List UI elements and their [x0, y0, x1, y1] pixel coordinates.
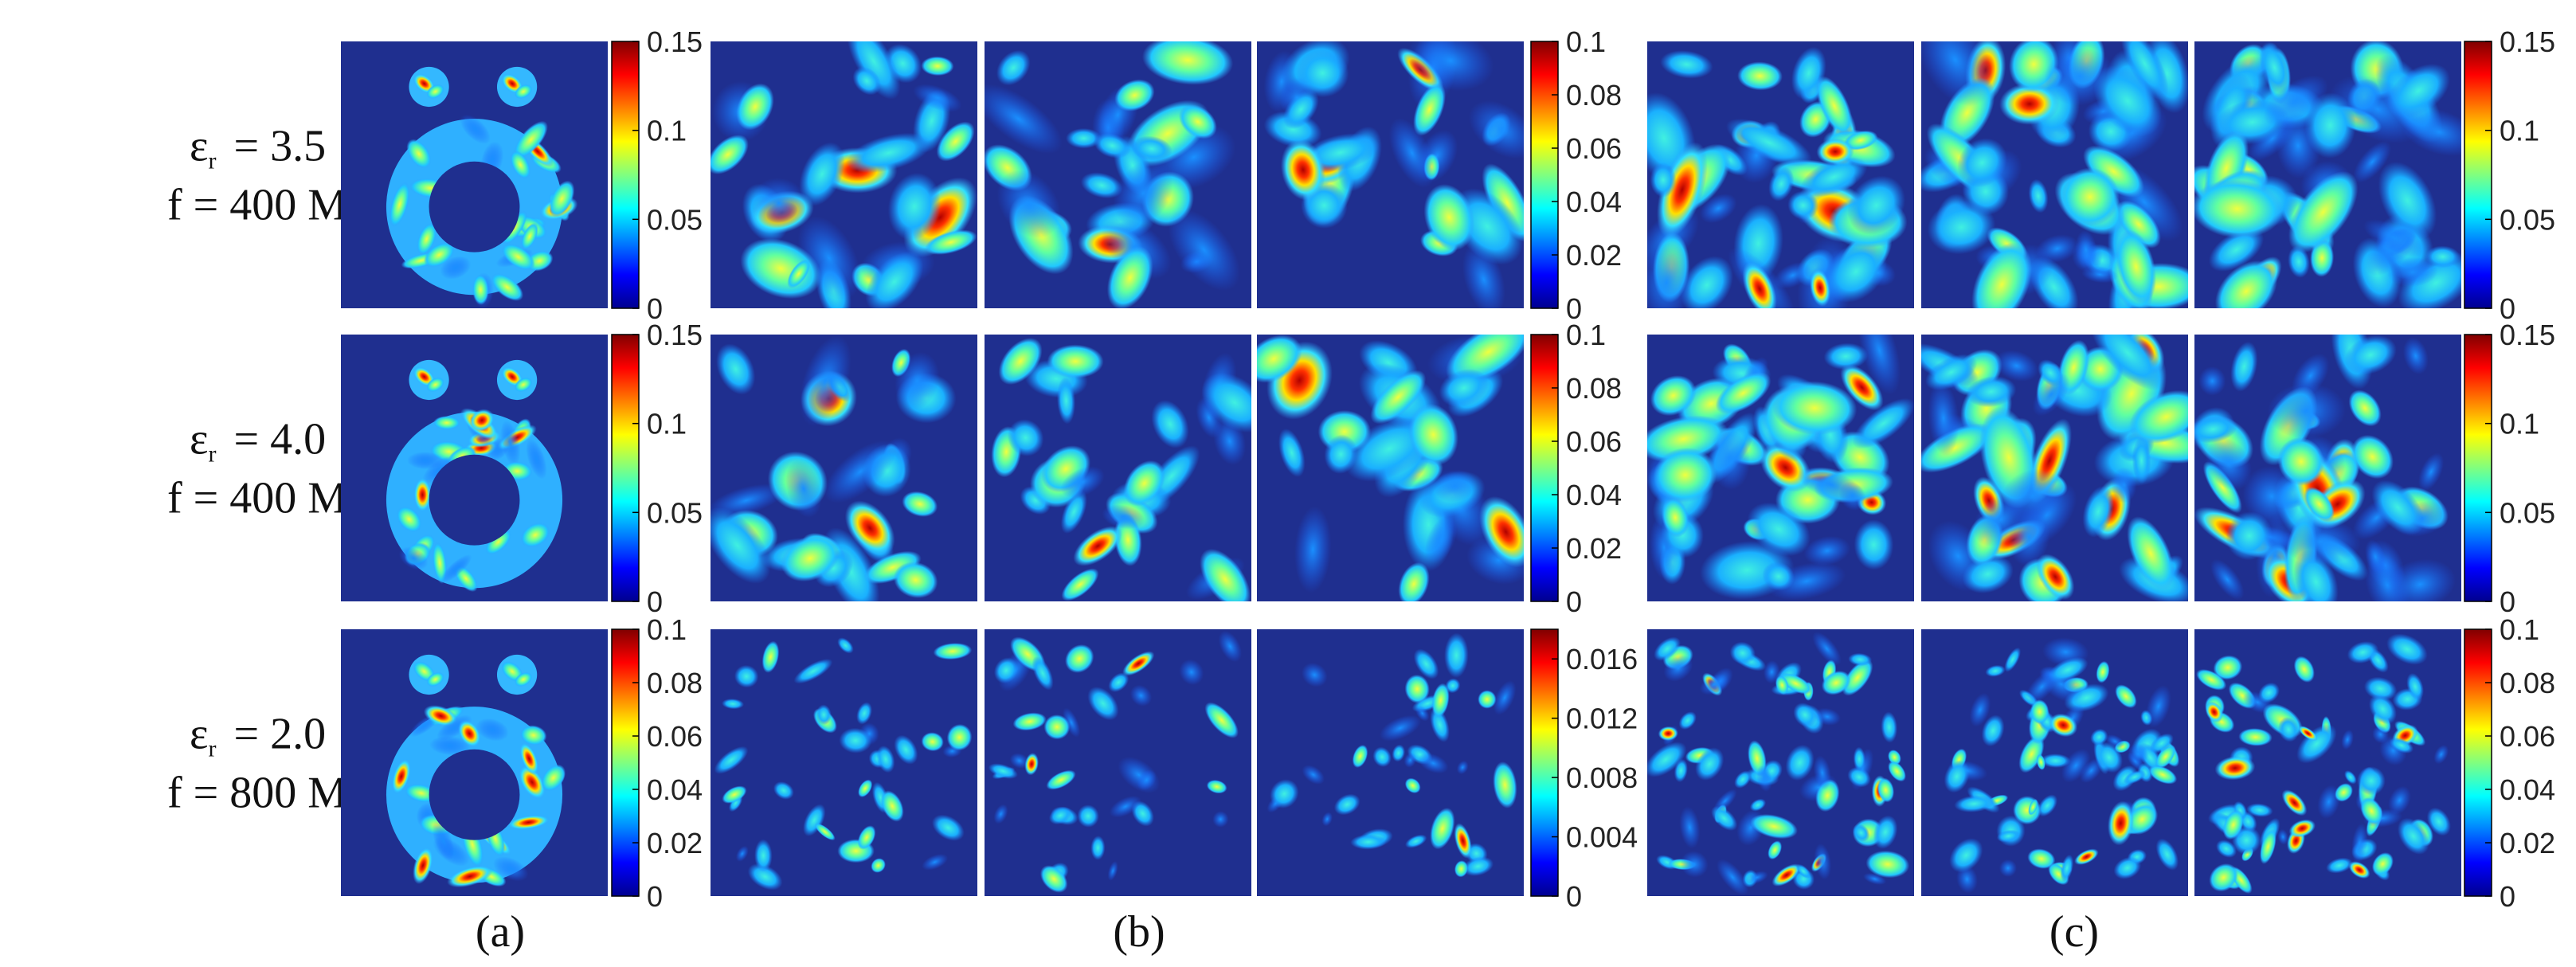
- colorbar: 0 0.02 0.04 0.06 0.08 0.1: [1530, 25, 1622, 325]
- colorbar-tick-label: 0.04: [1566, 186, 1622, 218]
- heatmap-panel-b-row3-1: [711, 629, 977, 896]
- colorbar-tick-label: 0.008: [1566, 761, 1638, 794]
- heatmap-panel-b-row3-3: [1257, 629, 1524, 896]
- heatmap-panel-c-row3-5: [1921, 629, 2188, 896]
- svg-text:εr = 2.0: εr = 2.0: [190, 710, 326, 762]
- heatmap-panel-c-row2-6: [2194, 335, 2461, 601]
- colorbar-tick-label: 0.04: [647, 773, 703, 806]
- heatmap-panel-c-row1-6: [2194, 41, 2461, 308]
- permittivity-symbol: ε: [190, 415, 209, 464]
- permittivity-value: = 4.0: [223, 415, 327, 464]
- colorbar-tick-label: 0.06: [1566, 132, 1622, 165]
- colorbar-tick-label: 0: [2500, 292, 2515, 325]
- colorbar-tick-label: 0.08: [647, 667, 703, 699]
- colorbar: 0 0.02 0.04 0.06 0.08 0.1: [611, 613, 703, 913]
- colorbar-tick-label: 0: [647, 585, 663, 618]
- colorbar-tick-label: 0.04: [1566, 479, 1622, 511]
- permittivity-symbol: ε: [190, 710, 209, 759]
- colorbar-tick-label: 0.15: [647, 25, 703, 58]
- permittivity-subscript: r: [209, 736, 217, 762]
- heatmap-panel-c-row2-4: [1647, 335, 1914, 601]
- colorbar-tick-label: 0.05: [2500, 496, 2555, 529]
- colorbar-tick-label: 0.04: [2500, 773, 2555, 806]
- heatmap-panel-b-row1-3: [1257, 41, 1524, 308]
- colorbar-tick-label: 0: [647, 292, 663, 325]
- colorbar-tick-label: 0.15: [647, 319, 703, 351]
- colorbar-tick-label: 0.08: [1566, 79, 1622, 112]
- heatmap-panel-c-row3-4: [1647, 629, 1914, 896]
- colorbar-tick-label: 0.016: [1566, 643, 1638, 675]
- svg-text:εr = 3.5: εr = 3.5: [190, 122, 326, 174]
- permittivity-subscript: r: [209, 148, 217, 174]
- colorbar-tick-label: 0.06: [647, 720, 703, 753]
- colorbar-tick-label: 0.1: [647, 115, 687, 147]
- colorbar-tick-label: 0.02: [647, 827, 703, 859]
- colorbar-tick-label: 0.02: [1566, 532, 1622, 565]
- colorbar-tick-label: 0.05: [2500, 203, 2555, 236]
- colorbar-tick-label: 0.1: [1566, 25, 1606, 58]
- colorbar-tick-label: 0.06: [2500, 720, 2555, 753]
- colorbar-tick-label: 0.05: [647, 496, 703, 529]
- colorbar-tick-label: 0.1: [2500, 115, 2539, 147]
- colorbar-tick-label: 0.1: [1566, 319, 1606, 351]
- colorbar: 0 0.05 0.1 0.15: [611, 319, 703, 618]
- heatmap-panel-b-row2-3: [1257, 335, 1524, 601]
- colorbar: 0 0.02 0.04 0.06 0.08 0.1: [1530, 319, 1622, 618]
- panel-label-a: (a): [476, 907, 525, 957]
- heatmap-panel-b-row1-1: [711, 41, 977, 308]
- colorbar-tick-label: 0.08: [1566, 372, 1622, 405]
- heatmap-panel-b-row2-2: [985, 335, 1251, 601]
- permittivity-symbol: ε: [190, 122, 209, 171]
- colorbar-tick-label: 0: [1566, 880, 1582, 913]
- colorbar: 0 0.05 0.1 0.15: [2464, 25, 2555, 325]
- svg-text:εr = 4.0: εr = 4.0: [190, 415, 326, 468]
- colorbar-tick-label: 0.06: [1566, 425, 1622, 458]
- colorbar: 0 0.05 0.1 0.15: [2464, 319, 2555, 618]
- colorbar-tick-label: 0: [1566, 585, 1582, 618]
- colorbar-tick-label: 0.05: [647, 203, 703, 236]
- panel-label-c: (c): [2049, 907, 2099, 957]
- colorbar: 0 0.05 0.1 0.15: [611, 25, 703, 325]
- heatmap-panel-a-row2-0: [341, 335, 608, 601]
- heatmap-panel-b-row2-1: [711, 335, 977, 601]
- colorbar-tick-label: 0.08: [2500, 667, 2555, 699]
- heatmap-panel-c-row1-5: [1921, 41, 2188, 308]
- permittivity-value: = 2.0: [223, 710, 327, 759]
- heatmap-panel-c-row1-4: [1647, 41, 1914, 308]
- permittivity-subscript: r: [209, 441, 217, 468]
- colorbar: 0 0.004 0.008 0.012 0.016: [1530, 628, 1638, 913]
- colorbar-tick-label: 0.15: [2500, 319, 2555, 351]
- colorbar: 0 0.02 0.04 0.06 0.08 0.1: [2464, 613, 2555, 913]
- colorbar-tick-label: 0: [1566, 292, 1582, 325]
- colorbar-tick-label: 0: [2500, 880, 2515, 913]
- colorbar-tick-label: 0.012: [1566, 703, 1638, 735]
- heatmap-panel-c-row3-6: [2194, 629, 2461, 896]
- colorbar-tick-label: 0.1: [647, 408, 687, 440]
- heatmap-panel-a-row1-0: [341, 41, 608, 309]
- heatmap-panel-a-row3-0: [341, 629, 608, 896]
- colorbar-tick-label: 0.004: [1566, 821, 1638, 854]
- colorbar-tick-label: 0: [647, 880, 663, 913]
- colorbar-tick-label: 0.1: [647, 613, 687, 646]
- panel-label-b: (b): [1113, 907, 1165, 957]
- heatmap-panel-c-row2-5: [1921, 335, 2188, 601]
- colorbar-tick-label: 0.1: [2500, 408, 2539, 440]
- colorbar-tick-label: 0.15: [2500, 25, 2555, 58]
- colorbar-tick-label: 0: [2500, 585, 2515, 618]
- colorbar-tick-label: 0.1: [2500, 613, 2539, 646]
- colorbar-tick-label: 0.02: [2500, 827, 2555, 859]
- colorbar-tick-label: 0.02: [1566, 239, 1622, 272]
- permittivity-value: = 3.5: [223, 122, 327, 171]
- heatmap-panel-b-row3-2: [985, 629, 1251, 896]
- heatmap-panel-b-row1-2: [985, 41, 1251, 308]
